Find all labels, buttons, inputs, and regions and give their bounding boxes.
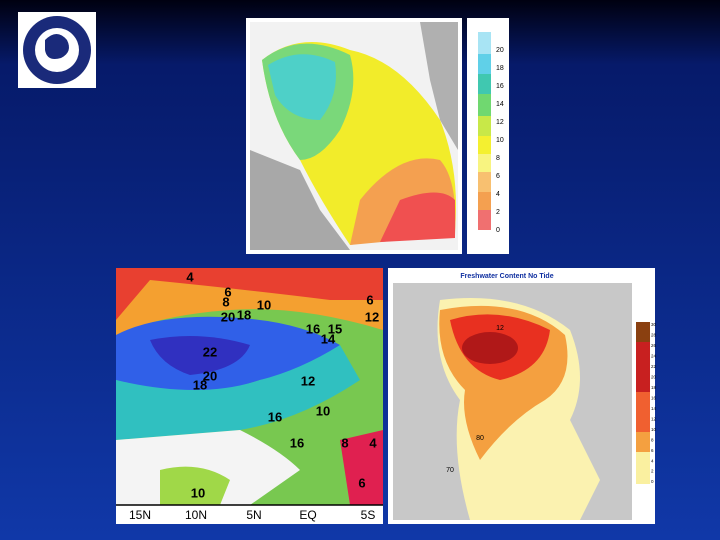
colorbar-label: 22 <box>651 364 657 369</box>
colorbar-label: 2 <box>651 469 654 474</box>
top-map <box>246 18 509 254</box>
contour-label: 18 <box>237 307 251 322</box>
colorbar-label: 24 <box>651 354 657 359</box>
colorbar-label: 4 <box>496 191 500 198</box>
contour-label: 4 <box>369 435 377 450</box>
contour-label: 8 <box>341 435 348 450</box>
contour-label: 16 <box>268 409 282 424</box>
contour-label: 10 <box>257 297 271 312</box>
contour-label: 16 <box>306 321 320 336</box>
contour-label: 22 <box>203 344 217 359</box>
axis-label: EQ <box>299 508 316 522</box>
contour-label: 10 <box>191 485 205 500</box>
colorbar-label: 8 <box>651 437 654 442</box>
axis-label: 5N <box>246 508 261 522</box>
contour-label: 18 <box>193 377 207 392</box>
map-label: 80 <box>476 435 484 442</box>
contour-label: 12 <box>301 373 315 388</box>
colorbar-label: 0 <box>651 479 654 484</box>
colorbar-label: 18 <box>651 385 657 390</box>
colorbar-label: 0 <box>496 227 500 234</box>
colorbar-label: 12 <box>496 119 504 126</box>
colorbar-label: 16 <box>651 395 657 400</box>
colorbar-label: 2 <box>496 209 500 216</box>
colorbar-label: 6 <box>496 173 500 180</box>
contour-label: 4 <box>186 269 194 284</box>
map-title: Freshwater Content No Tide <box>460 273 553 280</box>
colorbar-label: 6 <box>651 448 654 453</box>
colorbar-label: 12 <box>651 416 657 421</box>
colorbar-label: 14 <box>496 101 504 108</box>
colorbar-label: 28 <box>651 333 657 338</box>
axis-label: 10N <box>185 508 207 522</box>
left-map <box>116 268 383 524</box>
contour-label: 20 <box>203 368 217 383</box>
axis-label: 15N <box>129 508 151 522</box>
right-map <box>388 268 655 524</box>
axis-label: 5S <box>361 508 376 522</box>
contour-label: 12 <box>365 309 379 324</box>
contour-label: 8 <box>222 294 229 309</box>
colorbar-label: 26 <box>651 343 657 348</box>
colorbar-label: 8 <box>496 155 500 162</box>
map-label: 70 <box>446 467 454 474</box>
logo <box>18 12 96 88</box>
colorbar-label: 18 <box>496 65 504 72</box>
colorbar-label: 4 <box>651 458 654 463</box>
contour-label: 15 <box>328 321 342 336</box>
colorbar-label: 10 <box>496 137 504 144</box>
colorbar-label: 16 <box>496 83 504 90</box>
contour-label: 20 <box>221 309 235 324</box>
contour-label: 6 <box>366 292 373 307</box>
map-label: 12 <box>496 325 504 332</box>
colorbar-label: 30 <box>651 322 657 327</box>
colorbar-label: 20 <box>496 47 504 54</box>
contour-label: 16 <box>290 435 304 450</box>
contour-label: 6 <box>224 284 231 299</box>
colorbar-label: 14 <box>651 406 657 411</box>
contour-label: 14 <box>321 331 336 346</box>
top-colorbar <box>478 32 491 230</box>
colorbar-label: 20 <box>651 375 657 380</box>
colorbar-label: 10 <box>651 427 657 432</box>
contour-label: 10 <box>316 403 330 418</box>
contour-label: 6 <box>358 475 365 490</box>
